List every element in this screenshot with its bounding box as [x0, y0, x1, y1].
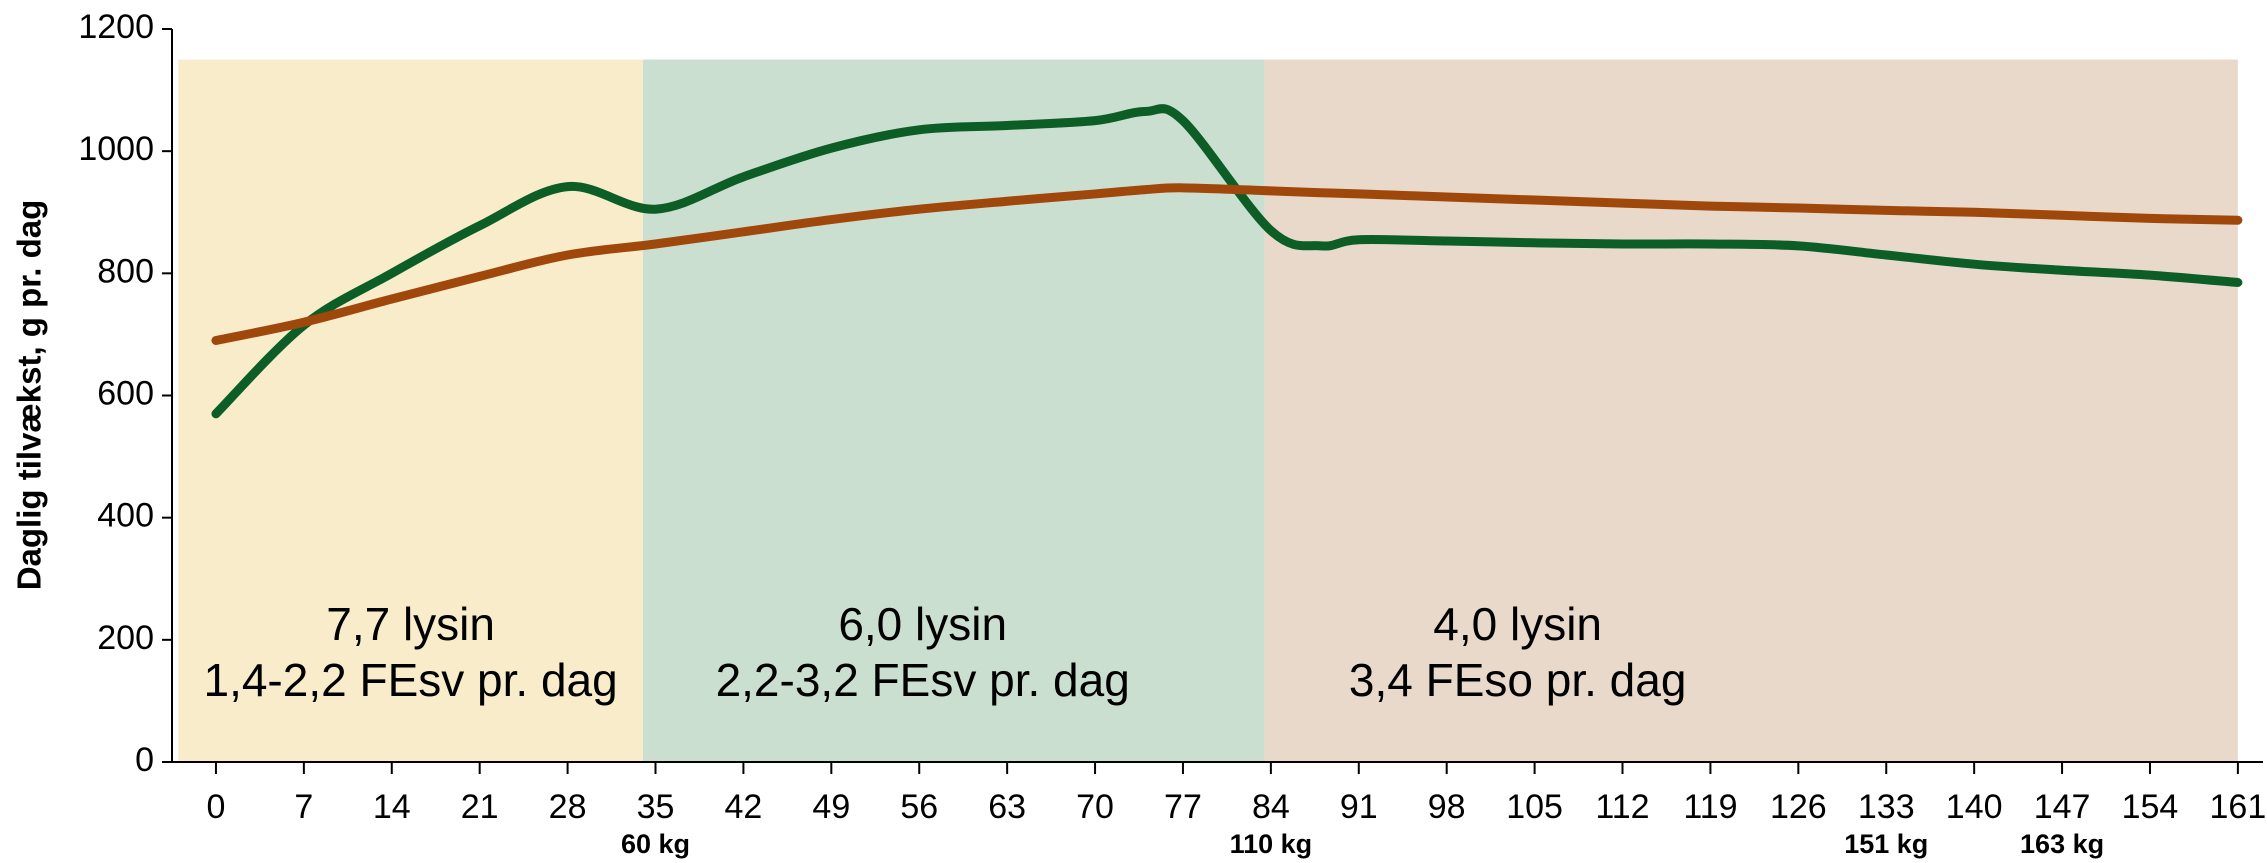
- x-tick-label: 154: [2122, 788, 2179, 826]
- x-tick-label: 7: [294, 788, 313, 826]
- line-series: [211, 104, 2243, 419]
- x-tick-label: 133: [1858, 788, 1915, 826]
- x-tick-label: 147: [2034, 788, 2091, 826]
- y-axis-label: Daglig tilvækst, g pr. dag: [11, 200, 48, 591]
- x-tick-label: 98: [1428, 788, 1466, 826]
- x-tick-label: 63: [988, 788, 1026, 826]
- x-tick-label: 21: [461, 788, 499, 826]
- weight-label: 60 kg: [621, 829, 690, 859]
- region-label: 6,0 lysin: [838, 598, 1007, 650]
- weight-label: 110 kg: [1230, 829, 1313, 859]
- x-tick-label: 112: [1595, 788, 1649, 826]
- weight-label: 163 kg: [2020, 829, 2104, 859]
- x-tick-label: 77: [1164, 788, 1202, 826]
- x-tick-label: 56: [900, 788, 938, 826]
- region-label: 4,0 lysin: [1433, 598, 1602, 650]
- y-tick-label: 800: [97, 252, 154, 290]
- x-tick-label: 161: [2210, 788, 2267, 826]
- y-tick-label: 1000: [78, 130, 154, 168]
- x-tick-label: 105: [1506, 788, 1563, 826]
- x-tick-label: 70: [1076, 788, 1114, 826]
- y-tick-label: 200: [97, 619, 154, 657]
- line-series: [211, 183, 2243, 346]
- y-tick-label: 400: [97, 497, 154, 535]
- weight-label: 151 kg: [1844, 829, 1928, 859]
- region-label: 7,7 lysin: [326, 598, 495, 650]
- x-tick-label: 119: [1683, 788, 1737, 826]
- x-tick-label: 84: [1252, 788, 1290, 826]
- x-tick-label: 126: [1770, 788, 1827, 826]
- x-tick-label: 14: [373, 788, 411, 826]
- y-tick-label: 1200: [78, 8, 154, 46]
- y-tick-label: 0: [135, 741, 154, 779]
- x-tick-label: 140: [1946, 788, 2003, 826]
- x-tick-label: 91: [1340, 788, 1378, 826]
- y-tick-label: 600: [97, 374, 154, 412]
- phase-region: [1264, 59, 2238, 762]
- phase-region: [178, 59, 643, 762]
- x-tick-label: 49: [812, 788, 850, 826]
- region-label: 3,4 FEso pr. dag: [1349, 654, 1687, 706]
- x-tick-label: 0: [206, 788, 225, 826]
- region-label: 1,4-2,2 FEsv pr. dag: [203, 654, 617, 706]
- x-tick-label: 35: [637, 788, 675, 826]
- x-tick-label: 42: [725, 788, 763, 826]
- x-tick-label: 28: [549, 788, 587, 826]
- region-label: 2,2-3,2 FEsv pr. dag: [716, 654, 1130, 706]
